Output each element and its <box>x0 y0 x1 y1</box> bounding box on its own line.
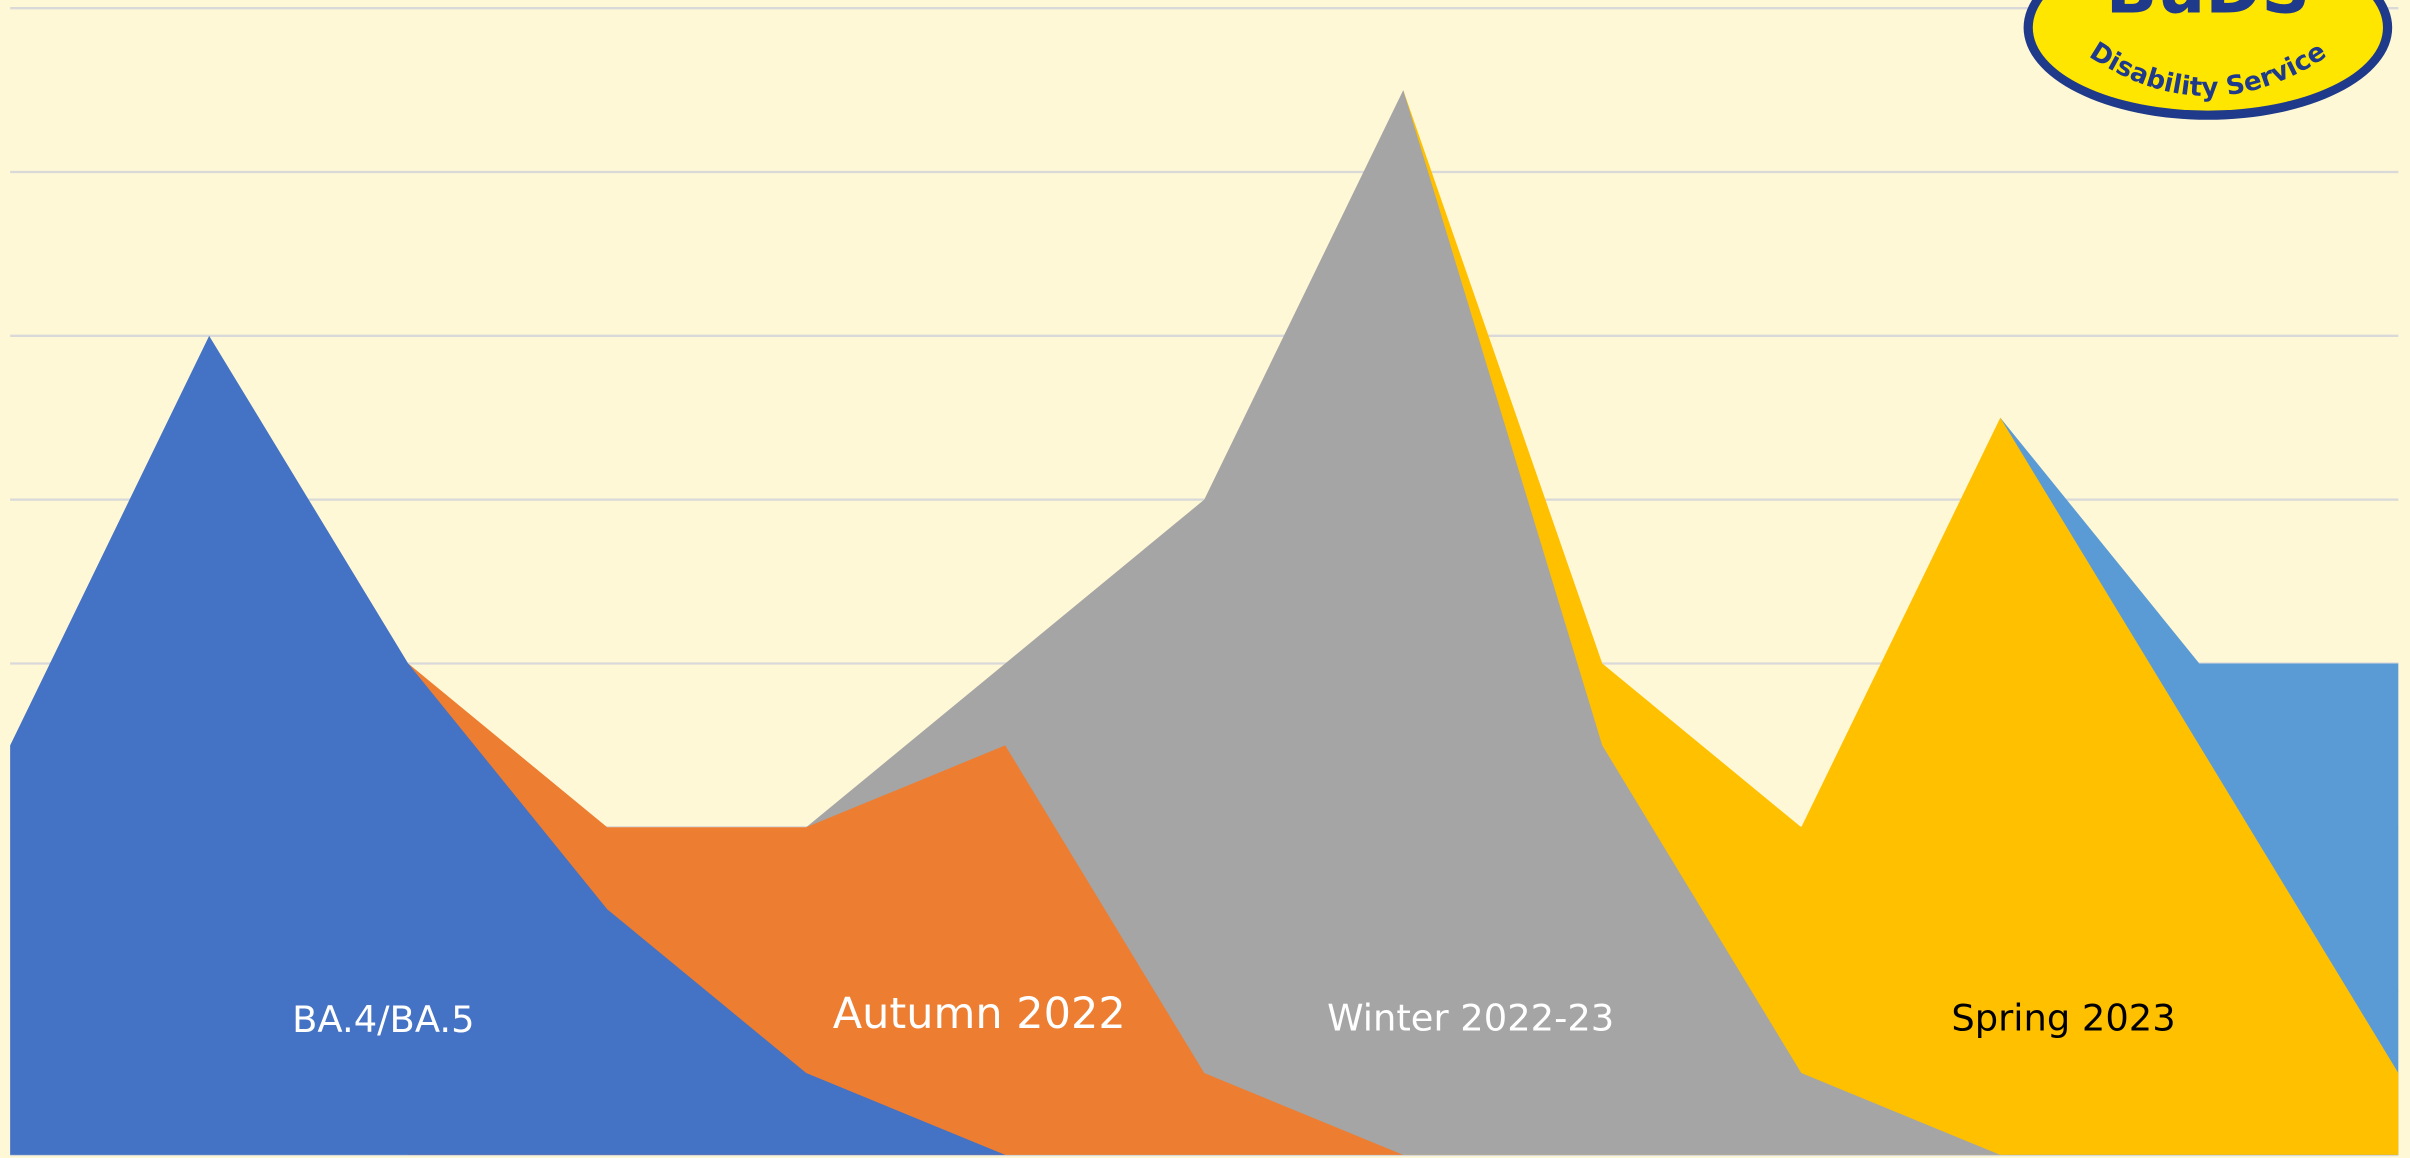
series-label: Spring 2023 <box>1951 996 2175 1039</box>
logo-fill <box>2032 0 2383 111</box>
area <box>806 90 2001 1155</box>
logo: BuDS Disability Service <box>2023 0 2393 120</box>
area <box>10 335 1006 1155</box>
series-label: Autumn 2022 <box>833 989 1126 1039</box>
logo-title: BuDS <box>2106 0 2310 28</box>
series-label: BA.4/BA.5 <box>292 998 474 1041</box>
series-label: Winter 2022-23 <box>1327 996 1614 1039</box>
